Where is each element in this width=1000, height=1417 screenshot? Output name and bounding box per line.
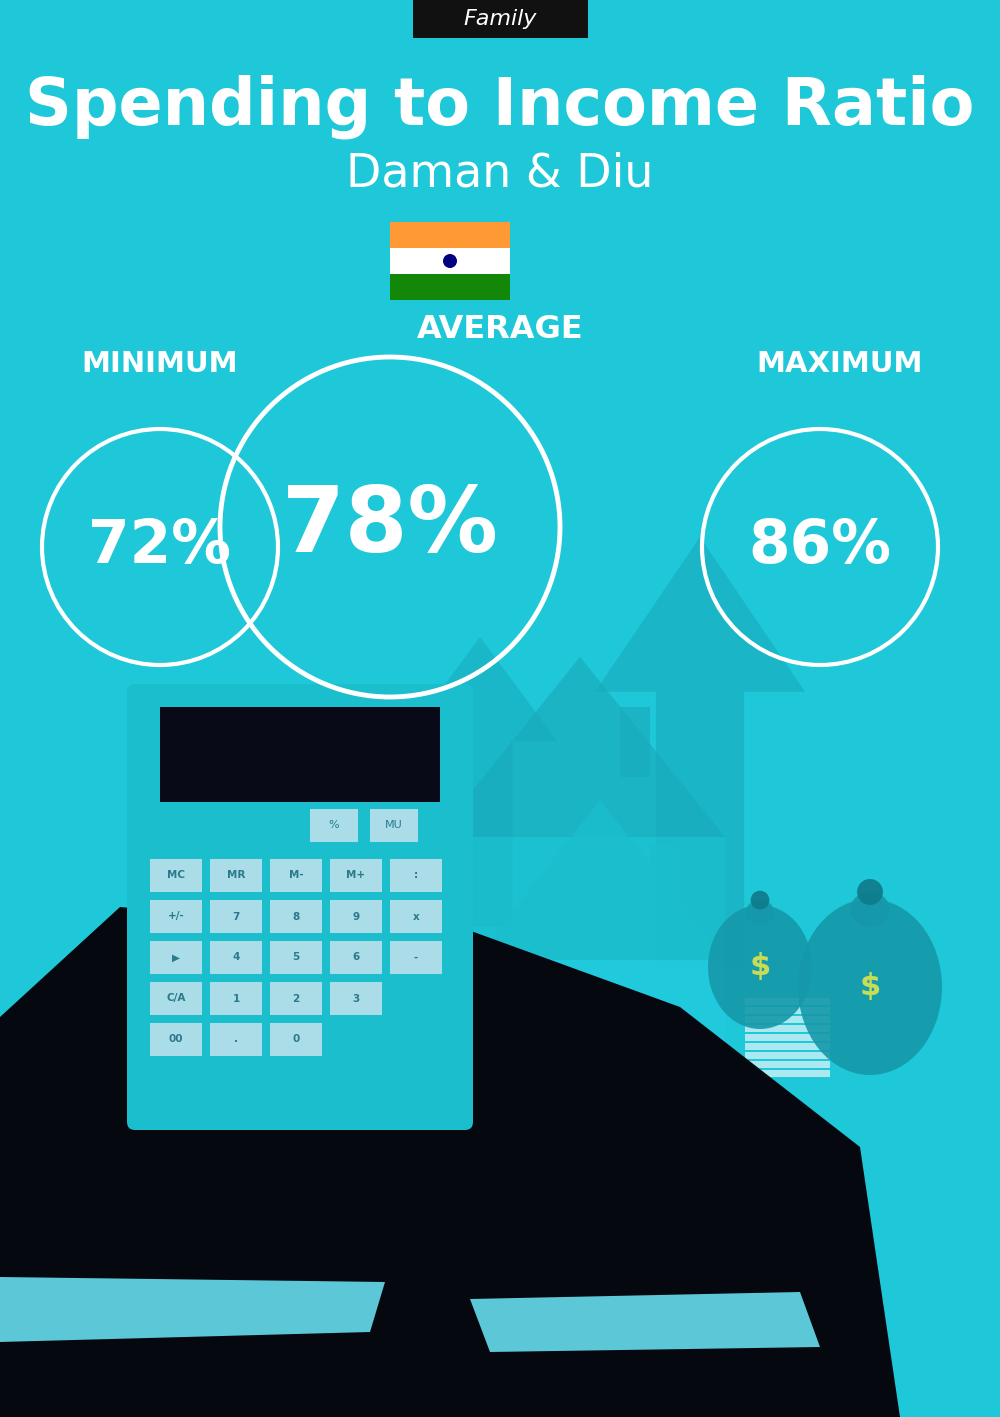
FancyBboxPatch shape	[435, 837, 725, 1037]
FancyBboxPatch shape	[210, 1023, 262, 1056]
Text: M-: M-	[289, 870, 303, 880]
FancyBboxPatch shape	[270, 941, 322, 973]
FancyBboxPatch shape	[270, 982, 322, 1015]
Text: 4: 4	[232, 952, 240, 962]
Polygon shape	[595, 537, 805, 966]
Text: -: -	[414, 952, 418, 962]
Text: C/A: C/A	[166, 993, 186, 1003]
Polygon shape	[402, 638, 558, 927]
FancyBboxPatch shape	[150, 941, 202, 973]
Ellipse shape	[708, 905, 812, 1029]
Text: 78%: 78%	[282, 483, 498, 571]
Text: $: $	[749, 952, 771, 982]
FancyBboxPatch shape	[150, 982, 202, 1015]
FancyBboxPatch shape	[745, 1024, 830, 1032]
Polygon shape	[435, 657, 725, 837]
FancyBboxPatch shape	[210, 941, 262, 973]
Text: x: x	[413, 911, 419, 921]
Text: 3: 3	[352, 993, 360, 1003]
FancyBboxPatch shape	[330, 941, 382, 973]
Text: MC: MC	[167, 870, 185, 880]
Text: 6: 6	[352, 952, 360, 962]
FancyBboxPatch shape	[270, 1023, 322, 1056]
FancyBboxPatch shape	[745, 1016, 830, 1023]
FancyBboxPatch shape	[127, 684, 473, 1129]
Text: 9: 9	[352, 911, 360, 921]
FancyBboxPatch shape	[390, 273, 510, 300]
FancyBboxPatch shape	[390, 900, 442, 932]
Polygon shape	[475, 801, 725, 959]
Text: Daman & Diu: Daman & Diu	[346, 152, 654, 197]
Text: ▶: ▶	[172, 952, 180, 962]
Text: 00: 00	[169, 1034, 183, 1044]
Polygon shape	[470, 1292, 820, 1352]
Circle shape	[443, 254, 457, 268]
Polygon shape	[200, 927, 900, 1417]
FancyBboxPatch shape	[150, 859, 202, 893]
FancyBboxPatch shape	[475, 959, 725, 1077]
FancyBboxPatch shape	[210, 982, 262, 1015]
FancyBboxPatch shape	[150, 900, 202, 932]
Polygon shape	[0, 1277, 385, 1342]
Text: 86%: 86%	[748, 517, 892, 577]
Text: 5: 5	[292, 952, 300, 962]
Text: MR: MR	[227, 870, 245, 880]
FancyBboxPatch shape	[330, 859, 382, 893]
FancyBboxPatch shape	[270, 859, 322, 893]
FancyBboxPatch shape	[745, 1061, 830, 1068]
FancyBboxPatch shape	[210, 859, 262, 893]
Text: AVERAGE: AVERAGE	[417, 313, 583, 344]
Text: +/-: +/-	[168, 911, 184, 921]
Text: 2: 2	[292, 993, 300, 1003]
FancyBboxPatch shape	[390, 248, 510, 273]
FancyBboxPatch shape	[650, 845, 678, 905]
FancyBboxPatch shape	[413, 0, 588, 38]
Text: 72%: 72%	[88, 517, 232, 577]
FancyBboxPatch shape	[370, 809, 418, 842]
Text: 0: 0	[292, 1034, 300, 1044]
FancyBboxPatch shape	[608, 1005, 628, 1077]
FancyBboxPatch shape	[745, 1070, 830, 1077]
FancyBboxPatch shape	[160, 707, 440, 802]
Text: %: %	[329, 820, 339, 830]
FancyBboxPatch shape	[210, 900, 262, 932]
Text: 7: 7	[232, 911, 240, 921]
Circle shape	[857, 879, 883, 905]
Text: Family: Family	[463, 9, 537, 28]
Ellipse shape	[746, 900, 774, 925]
FancyBboxPatch shape	[620, 707, 650, 777]
Ellipse shape	[850, 891, 890, 927]
Text: MU: MU	[385, 820, 403, 830]
FancyBboxPatch shape	[745, 1043, 830, 1050]
FancyBboxPatch shape	[330, 900, 382, 932]
FancyBboxPatch shape	[310, 809, 358, 842]
FancyBboxPatch shape	[745, 1007, 830, 1015]
Text: 1: 1	[232, 993, 240, 1003]
FancyBboxPatch shape	[572, 1005, 592, 1077]
FancyBboxPatch shape	[150, 1023, 202, 1056]
Text: .: .	[234, 1034, 238, 1044]
Text: $: $	[859, 972, 881, 1002]
FancyBboxPatch shape	[578, 1002, 622, 1077]
FancyBboxPatch shape	[390, 222, 510, 248]
FancyBboxPatch shape	[330, 982, 382, 1015]
Ellipse shape	[798, 898, 942, 1076]
FancyBboxPatch shape	[745, 1034, 830, 1041]
FancyBboxPatch shape	[745, 998, 830, 1005]
FancyBboxPatch shape	[390, 859, 442, 893]
FancyBboxPatch shape	[745, 1051, 830, 1058]
Text: 8: 8	[292, 911, 300, 921]
FancyBboxPatch shape	[390, 941, 442, 973]
Text: MAXIMUM: MAXIMUM	[757, 350, 923, 378]
Text: MINIMUM: MINIMUM	[82, 350, 238, 378]
Polygon shape	[0, 907, 460, 1417]
Text: M+: M+	[346, 870, 366, 880]
Circle shape	[751, 891, 769, 910]
Text: :: :	[414, 870, 418, 880]
Text: Spending to Income Ratio: Spending to Income Ratio	[25, 75, 975, 139]
FancyBboxPatch shape	[270, 900, 322, 932]
